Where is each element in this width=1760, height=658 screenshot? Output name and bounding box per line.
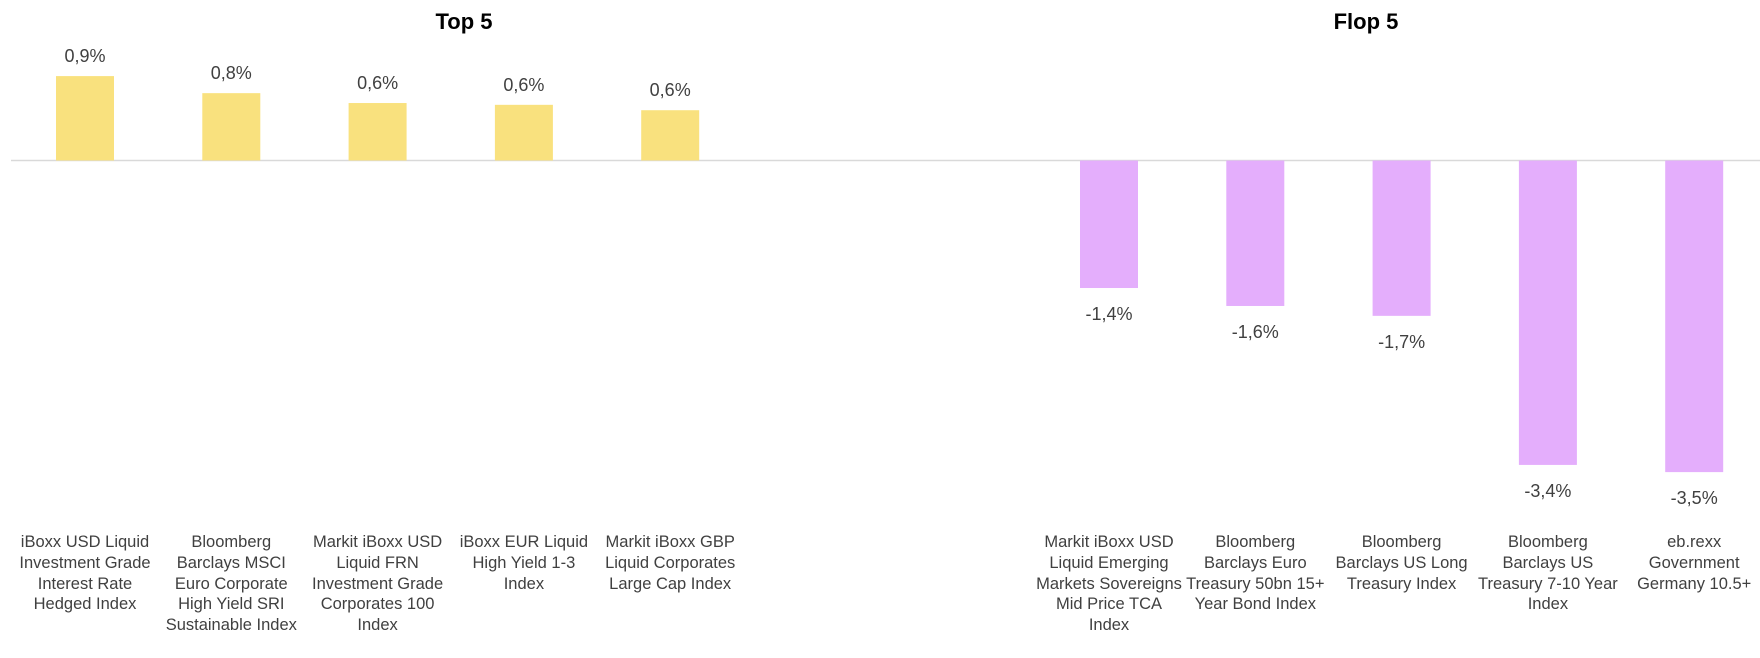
bar [1080,160,1138,289]
bar [1518,160,1577,465]
category-label: Bloomberg Barclays US Long Treasury Inde… [1335,533,1468,593]
category-label: Markit iBoxx GBP Liquid Corporates Large… [605,533,736,593]
data-label: -1,4% [1085,304,1132,324]
category-label: Bloomberg Barclays US Treasury 7-10 Year… [1478,533,1618,614]
category-label: iBoxx EUR Liquid High Yield 1-3 Index [459,533,589,593]
bar [1226,160,1285,306]
bar [494,104,553,161]
data-label: 0,6% [357,73,398,93]
bar [348,103,407,161]
bar [56,76,114,161]
data-label: 0,9% [64,46,105,66]
data-label: -3,4% [1524,481,1571,501]
data-label: -1,7% [1378,332,1425,352]
category-label: iBoxx USD Liquid Investment Grade Intere… [19,533,151,614]
category-label: eb.rexx Government Germany 10.5+ [1637,533,1752,593]
data-label: -1,6% [1232,322,1279,342]
data-label: 0,8% [211,63,252,83]
bar [1665,160,1724,473]
bar [202,93,261,161]
bar [641,110,700,161]
data-label: 0,6% [650,80,691,100]
data-label: 0,6% [503,75,544,95]
data-label: -3,5% [1671,488,1718,508]
chart-title: Flop 5 [1334,9,1399,34]
category-label: Bloomberg Barclays MSCI Euro Corporate H… [165,533,297,635]
category-label: Markit iBoxx USD Liquid FRN Investment G… [312,533,444,635]
chart-title: Top 5 [435,9,492,34]
category-label: Markit iBoxx USD Liquid Emerging Markets… [1036,533,1182,635]
bar [1372,160,1431,316]
category-label: Bloomberg Barclays Euro Treasury 50bn 15… [1186,533,1325,614]
